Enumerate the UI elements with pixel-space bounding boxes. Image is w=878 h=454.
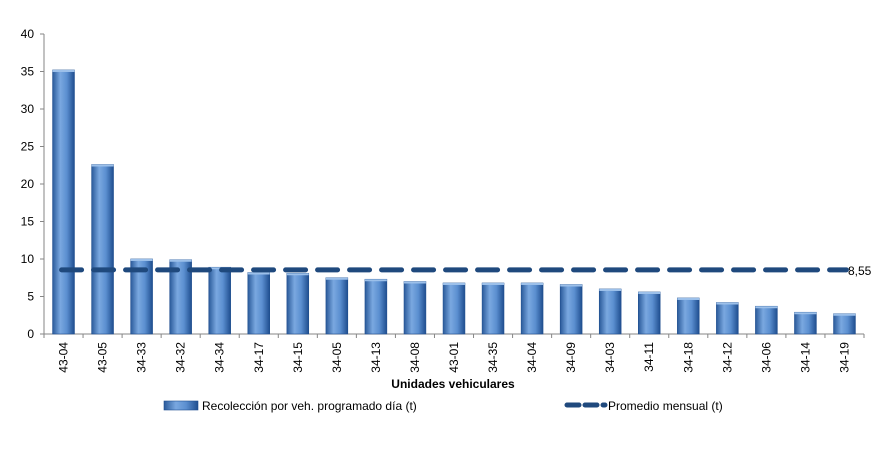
legend: Recolección por veh. programado día (t) … xyxy=(163,399,723,413)
bar-top-highlight xyxy=(677,298,700,300)
x-tick-label: 34-03 xyxy=(603,342,617,373)
x-tick-label: 43-01 xyxy=(447,342,461,373)
y-tick-label: 10 xyxy=(21,252,35,266)
bar-top-highlight xyxy=(560,284,583,287)
bar-34-19 xyxy=(833,313,856,335)
y-tick-label: 5 xyxy=(27,290,34,304)
bar-top-highlight xyxy=(91,164,114,167)
y-tick-labels: 0 5 10 15 20 25 30 35 40 xyxy=(21,27,35,341)
bar-top-highlight xyxy=(482,283,504,285)
bar-top-highlight xyxy=(325,277,348,280)
legend-line-label: Promedio mensual (t) xyxy=(608,399,723,413)
bars-group xyxy=(52,69,856,335)
x-tick-label: 34-35 xyxy=(486,342,500,373)
bar-34-34 xyxy=(208,266,231,335)
bar-34-04 xyxy=(520,282,544,335)
bar-top-highlight xyxy=(755,306,778,309)
average-value-label: 8,55 xyxy=(848,264,872,278)
x-tick-labels: 43-04 43-05 34-33 34-32 34-34 34-17 34-15 34-05… xyxy=(57,342,852,373)
bar-top-highlight xyxy=(364,279,387,282)
bar-34-12 xyxy=(716,302,739,335)
y-tick-label: 40 xyxy=(21,27,35,41)
bar-top-highlight xyxy=(52,70,75,72)
bar-34-13 xyxy=(364,278,388,335)
bar-top-highlight xyxy=(833,313,856,316)
legend-bar-swatch xyxy=(163,400,199,411)
bar-34-03 xyxy=(598,288,622,335)
x-tick-label: 34-14 xyxy=(798,342,812,373)
bar-top-highlight xyxy=(794,312,817,315)
bar-34-08 xyxy=(403,281,427,335)
bar-top-highlight xyxy=(599,289,622,291)
x-tick-label: 34-04 xyxy=(525,342,539,373)
legend-bar-label: Recolección por veh. programado día (t) xyxy=(202,399,417,413)
x-tick-label: 34-33 xyxy=(135,342,149,373)
bar-34-06 xyxy=(755,305,778,335)
y-tick-label: 20 xyxy=(21,177,35,191)
bar-34-35 xyxy=(481,282,505,335)
bar-34-18 xyxy=(677,297,700,335)
y-tick-label: 0 xyxy=(27,327,34,341)
bar-top-highlight xyxy=(443,283,465,285)
x-tick-label: 34-05 xyxy=(330,342,344,373)
bar-34-17 xyxy=(247,272,270,335)
bar-43-05 xyxy=(91,164,114,335)
x-tick-label: 34-11 xyxy=(642,342,656,372)
x-tick-label: 43-05 xyxy=(96,342,110,373)
y-tick-label: 35 xyxy=(21,65,35,79)
bar-top-highlight xyxy=(247,272,270,275)
bar-34-15 xyxy=(286,272,310,335)
bar-top-highlight xyxy=(716,302,739,305)
x-tick-label: 34-15 xyxy=(291,342,305,373)
x-tick-label: 34-12 xyxy=(720,342,734,373)
x-tick-label: 34-13 xyxy=(369,342,383,373)
bar-43-01 xyxy=(442,282,466,335)
x-axis-title: Unidades vehiculares xyxy=(391,377,515,391)
x-tick-label: 34-32 xyxy=(174,342,188,373)
bar-34-14 xyxy=(794,311,817,335)
bar-top-highlight xyxy=(404,281,426,284)
x-tick-label: 34-17 xyxy=(252,342,266,373)
bar-34-11 xyxy=(638,291,661,335)
y-tick-label: 25 xyxy=(21,140,35,154)
x-tick-label: 34-06 xyxy=(759,342,773,373)
average-line-group: 8,55 xyxy=(59,264,872,278)
bar-43-04 xyxy=(52,69,75,335)
x-tick-label: 34-09 xyxy=(564,342,578,373)
x-tick-label: 34-18 xyxy=(681,342,695,373)
bar-top-highlight xyxy=(638,292,661,294)
bar-top-highlight xyxy=(169,259,192,262)
y-tick-label: 30 xyxy=(21,102,35,116)
x-tick-label: 34-34 xyxy=(213,342,227,373)
bar-top-highlight xyxy=(521,283,544,285)
x-tick-label: 43-04 xyxy=(57,342,71,373)
x-tick-label: 34-08 xyxy=(408,342,422,373)
x-tick-label: 34-19 xyxy=(837,342,851,373)
bar-34-05 xyxy=(325,277,349,335)
y-tick-label: 15 xyxy=(21,215,35,229)
bar-top-highlight xyxy=(130,259,153,261)
bar-top-highlight xyxy=(286,273,309,276)
bar-34-09 xyxy=(559,284,583,335)
